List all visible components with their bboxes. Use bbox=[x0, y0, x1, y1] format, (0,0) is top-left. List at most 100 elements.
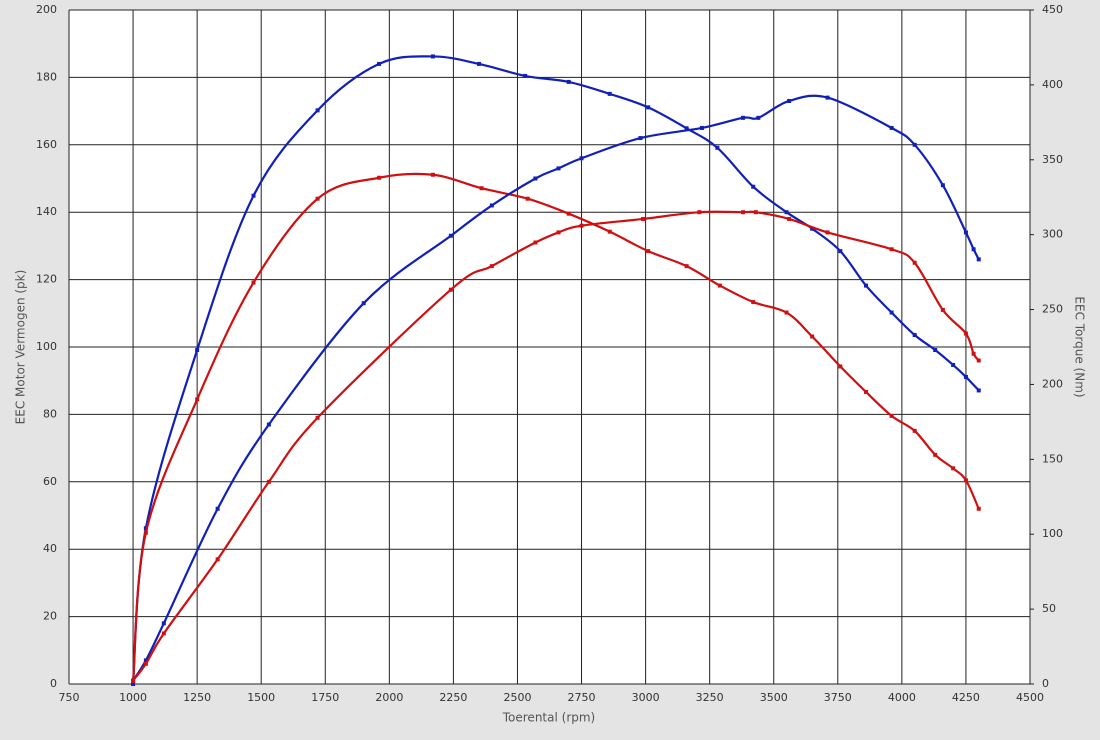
point bbox=[963, 230, 968, 235]
point bbox=[579, 156, 584, 161]
point bbox=[533, 240, 538, 245]
point bbox=[940, 307, 945, 312]
y2-tick-label: 450 bbox=[1042, 3, 1063, 16]
point bbox=[753, 210, 758, 215]
x-tick-label: 1500 bbox=[247, 691, 275, 704]
point bbox=[787, 216, 792, 221]
point bbox=[430, 54, 435, 59]
x-tick-label: 4250 bbox=[952, 691, 980, 704]
point bbox=[638, 136, 643, 141]
point bbox=[889, 310, 894, 315]
point bbox=[963, 478, 968, 483]
point bbox=[448, 287, 453, 292]
point bbox=[377, 61, 382, 66]
point bbox=[963, 374, 968, 379]
x-tick-label: 4500 bbox=[1016, 691, 1044, 704]
point bbox=[195, 347, 200, 352]
point bbox=[740, 210, 745, 215]
point bbox=[266, 479, 271, 484]
x-tick-label: 3250 bbox=[696, 691, 724, 704]
x-tick-label: 2750 bbox=[568, 691, 596, 704]
point bbox=[751, 300, 756, 305]
point bbox=[143, 658, 148, 663]
point bbox=[912, 260, 917, 265]
point bbox=[951, 362, 956, 367]
point bbox=[556, 166, 561, 171]
point bbox=[976, 358, 981, 363]
x-axis-title: Toerental (rpm) bbox=[502, 711, 595, 725]
y2-tick-label: 400 bbox=[1042, 78, 1063, 91]
point bbox=[131, 682, 136, 686]
point bbox=[697, 210, 702, 215]
y-tick-label: 60 bbox=[43, 475, 57, 488]
point bbox=[971, 247, 976, 252]
point bbox=[787, 98, 792, 103]
point bbox=[646, 105, 651, 110]
y-tick-label: 100 bbox=[36, 340, 57, 353]
point bbox=[315, 415, 320, 420]
x-tick-label: 2000 bbox=[375, 691, 403, 704]
x-tick-label: 1750 bbox=[311, 691, 339, 704]
point bbox=[933, 347, 938, 352]
point bbox=[161, 631, 166, 636]
point bbox=[933, 452, 938, 457]
y2-tick-label: 50 bbox=[1042, 602, 1056, 615]
point bbox=[143, 530, 148, 535]
point bbox=[215, 506, 220, 511]
y-axis-title: EEC Motor Vermogen (pk) bbox=[14, 270, 28, 425]
point bbox=[430, 172, 435, 177]
point bbox=[646, 249, 651, 254]
point bbox=[489, 264, 494, 269]
point bbox=[607, 229, 612, 234]
point bbox=[266, 422, 271, 427]
point bbox=[525, 196, 530, 201]
point bbox=[143, 661, 148, 666]
x-tick-label: 2250 bbox=[439, 691, 467, 704]
point bbox=[715, 145, 720, 150]
y2-tick-label: 250 bbox=[1042, 303, 1063, 316]
point bbox=[863, 389, 868, 394]
point bbox=[963, 331, 968, 336]
point bbox=[641, 216, 646, 221]
y2-axis-title: EEC Torque (Nm) bbox=[1073, 296, 1087, 397]
point bbox=[976, 506, 981, 511]
point bbox=[566, 79, 571, 84]
point bbox=[607, 91, 612, 96]
point bbox=[940, 183, 945, 188]
point bbox=[717, 283, 722, 288]
point bbox=[477, 61, 482, 66]
point bbox=[740, 115, 745, 120]
point bbox=[251, 193, 256, 198]
point bbox=[684, 264, 689, 269]
point bbox=[756, 115, 761, 120]
point bbox=[579, 223, 584, 228]
y-tick-label: 120 bbox=[36, 273, 57, 286]
point bbox=[251, 280, 256, 285]
point bbox=[889, 125, 894, 130]
y-tick-label: 200 bbox=[36, 3, 57, 16]
point bbox=[523, 73, 528, 78]
point bbox=[489, 203, 494, 208]
point bbox=[951, 466, 956, 471]
point bbox=[784, 310, 789, 315]
point bbox=[825, 230, 830, 235]
point bbox=[448, 233, 453, 238]
point bbox=[889, 247, 894, 252]
point bbox=[315, 108, 320, 113]
y2-tick-label: 150 bbox=[1042, 452, 1063, 465]
x-tick-label: 4000 bbox=[888, 691, 916, 704]
point bbox=[479, 186, 484, 191]
x-tick-label: 2500 bbox=[503, 691, 531, 704]
point bbox=[971, 351, 976, 356]
point bbox=[684, 126, 689, 131]
point bbox=[810, 226, 815, 231]
point bbox=[161, 621, 166, 626]
point bbox=[784, 210, 789, 215]
x-tick-label: 1250 bbox=[183, 691, 211, 704]
point bbox=[976, 257, 981, 262]
point bbox=[912, 428, 917, 433]
point bbox=[889, 413, 894, 418]
x-tick-label: 1000 bbox=[119, 691, 147, 704]
point bbox=[215, 557, 220, 562]
y2-tick-label: 0 bbox=[1042, 677, 1049, 690]
